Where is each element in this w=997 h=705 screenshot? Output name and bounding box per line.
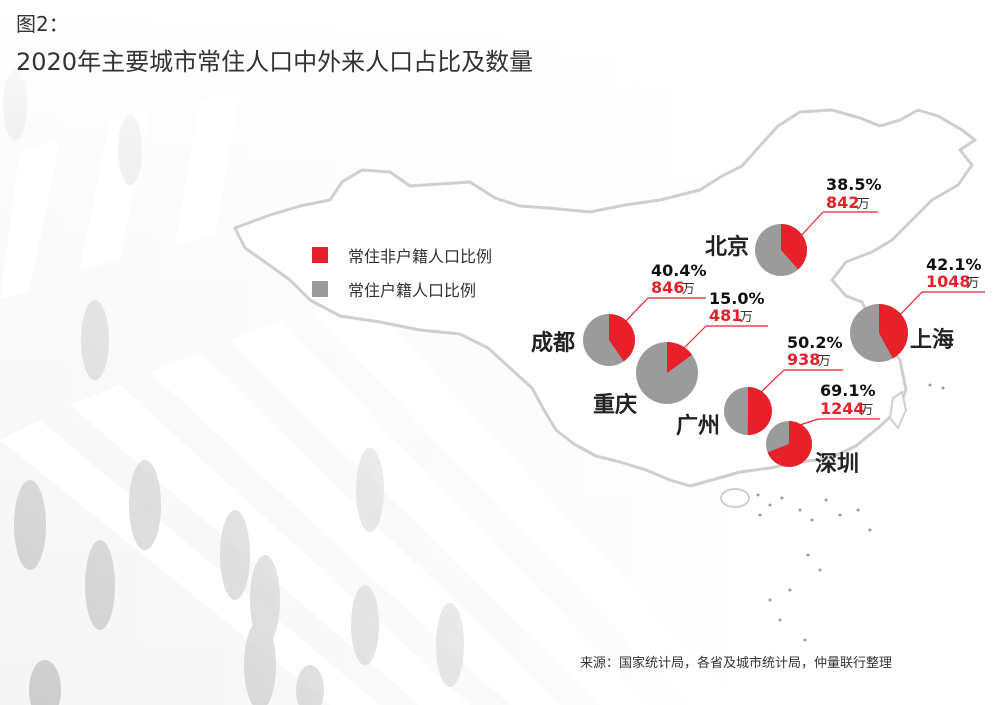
hainan-outline [720, 488, 750, 508]
unit-label: 万 [857, 197, 870, 212]
count-label: 1048 [926, 272, 971, 291]
legend-swatch-hukou [312, 281, 328, 297]
pie-slice-non-hukou [609, 314, 635, 362]
pct-label: 42.1% [926, 255, 982, 274]
leader-line [759, 369, 785, 394]
unit-label: 万 [966, 276, 979, 291]
pie-slice-non-hukou [767, 421, 812, 467]
unit-label: 万 [818, 354, 831, 369]
city-label: 成都 [531, 331, 575, 356]
figure-number: 图2： [16, 12, 69, 36]
leader-line [896, 291, 923, 319]
pct-label: 15.0% [709, 289, 765, 308]
count-label: 1244 [820, 399, 865, 418]
city-label: 广州 [676, 413, 720, 439]
pct-label: 69.1% [820, 381, 876, 400]
legend-swatch-non-hukou [312, 247, 328, 263]
count-label: 481 [709, 306, 742, 325]
pie-slice-non-hukou [667, 342, 693, 373]
count-label: 842 [826, 193, 859, 212]
leader-line [799, 418, 819, 426]
legend-label-hukou: 常住户籍人口比例 [348, 281, 477, 300]
legend: 常住非户籍人口比例 常住户籍人口比例 [312, 238, 492, 306]
legend-item-non-hukou: 常住非户籍人口比例 [312, 238, 492, 272]
leader-line [682, 325, 707, 350]
unit-label: 万 [682, 282, 695, 297]
china-map-outline [233, 108, 977, 488]
chart-title: 2020年主要城市常住人口中外来人口占比及数量 [16, 48, 534, 76]
pie-slice-non-hukou [879, 304, 908, 359]
legend-label-non-hukou: 常住非户籍人口比例 [348, 247, 493, 266]
pie-slice-non-hukou [781, 224, 807, 270]
unit-label: 万 [860, 403, 873, 418]
pie-slice-non-hukou [747, 387, 772, 436]
leader-line [623, 297, 649, 324]
city-label: 上海 [910, 327, 954, 353]
legend-item-hukou: 常住户籍人口比例 [312, 272, 492, 306]
source-note: 来源：国家统计局，各省及城市统计局，仲量联行整理 [580, 656, 893, 671]
taiwan-outline [888, 390, 908, 430]
leader-line [798, 211, 824, 239]
city-label: 重庆 [593, 392, 637, 418]
count-label: 938 [787, 350, 820, 369]
pct-label: 40.4% [651, 261, 707, 280]
city-label: 深圳 [815, 452, 859, 477]
city-label: 北京 [705, 234, 749, 260]
unit-label: 万 [740, 310, 753, 325]
pct-label: 50.2% [787, 333, 843, 352]
count-label: 846 [651, 278, 684, 297]
south-sea-islands [756, 383, 945, 642]
pct-label: 38.5% [826, 175, 882, 194]
